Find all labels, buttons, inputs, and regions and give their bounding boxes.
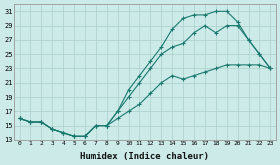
X-axis label: Humidex (Indice chaleur): Humidex (Indice chaleur) [80, 152, 209, 161]
